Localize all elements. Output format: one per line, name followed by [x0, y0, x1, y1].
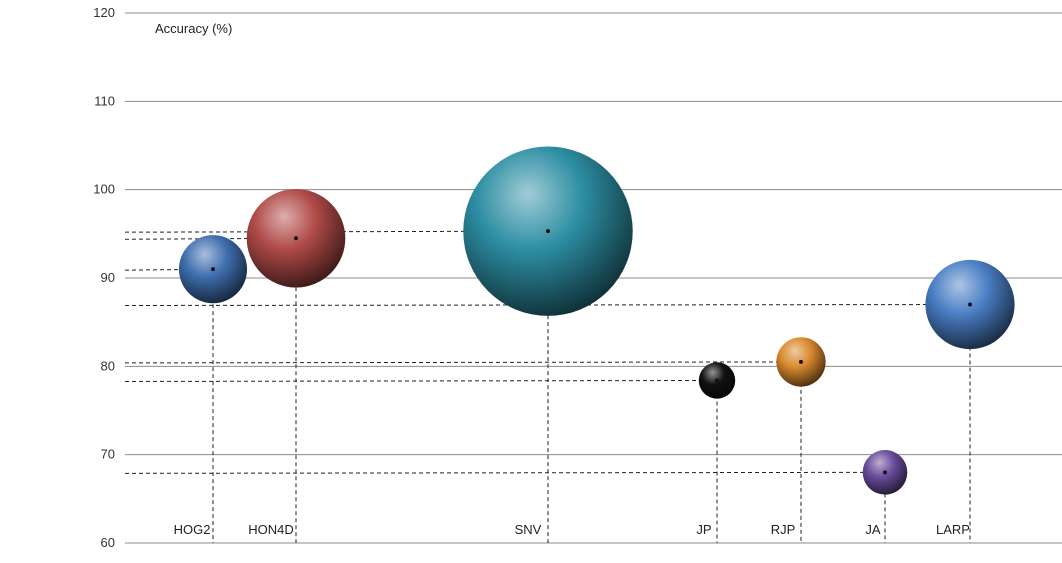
- bubble-center-dot: [294, 236, 298, 241]
- category-label-hog2: HOG2: [174, 522, 211, 537]
- category-label-jp: JP: [696, 522, 711, 537]
- category-label-snv: SNV: [515, 522, 542, 537]
- bubble-center-dot: [211, 267, 215, 272]
- bubble-center-dot: [799, 359, 803, 364]
- bubbles: [178, 146, 1015, 495]
- y-tick-label: 110: [94, 93, 115, 108]
- bubble-center-dot: [715, 378, 719, 383]
- category-label-ja: JA: [865, 522, 881, 537]
- bubble-center-dot: [546, 229, 550, 234]
- guide-horizontal-jp: [124, 379, 718, 382]
- y-tick-label: 80: [101, 358, 115, 373]
- bubble-center-dot: [968, 302, 972, 307]
- y-tick-label: 60: [101, 535, 115, 550]
- guide-horizontal-rjp: [124, 361, 802, 364]
- y-tick-label: 70: [101, 447, 115, 462]
- category-label-rjp: RJP: [771, 522, 796, 537]
- y-tick-label: 90: [101, 270, 115, 285]
- category-label-larp: LARP: [936, 522, 970, 537]
- guide-horizontal-ja: [124, 471, 886, 474]
- y-tick-label: 100: [93, 182, 115, 197]
- labels: Accuracy (%) 60 70 80 90 100 110 120 HOG2 HON4D S…: [93, 5, 970, 550]
- y-axis-label: Accuracy (%): [155, 21, 232, 36]
- bubble-center-dot: [883, 470, 887, 475]
- y-tick-label: 120: [93, 5, 115, 20]
- category-label-hon4d: HON4D: [248, 522, 294, 537]
